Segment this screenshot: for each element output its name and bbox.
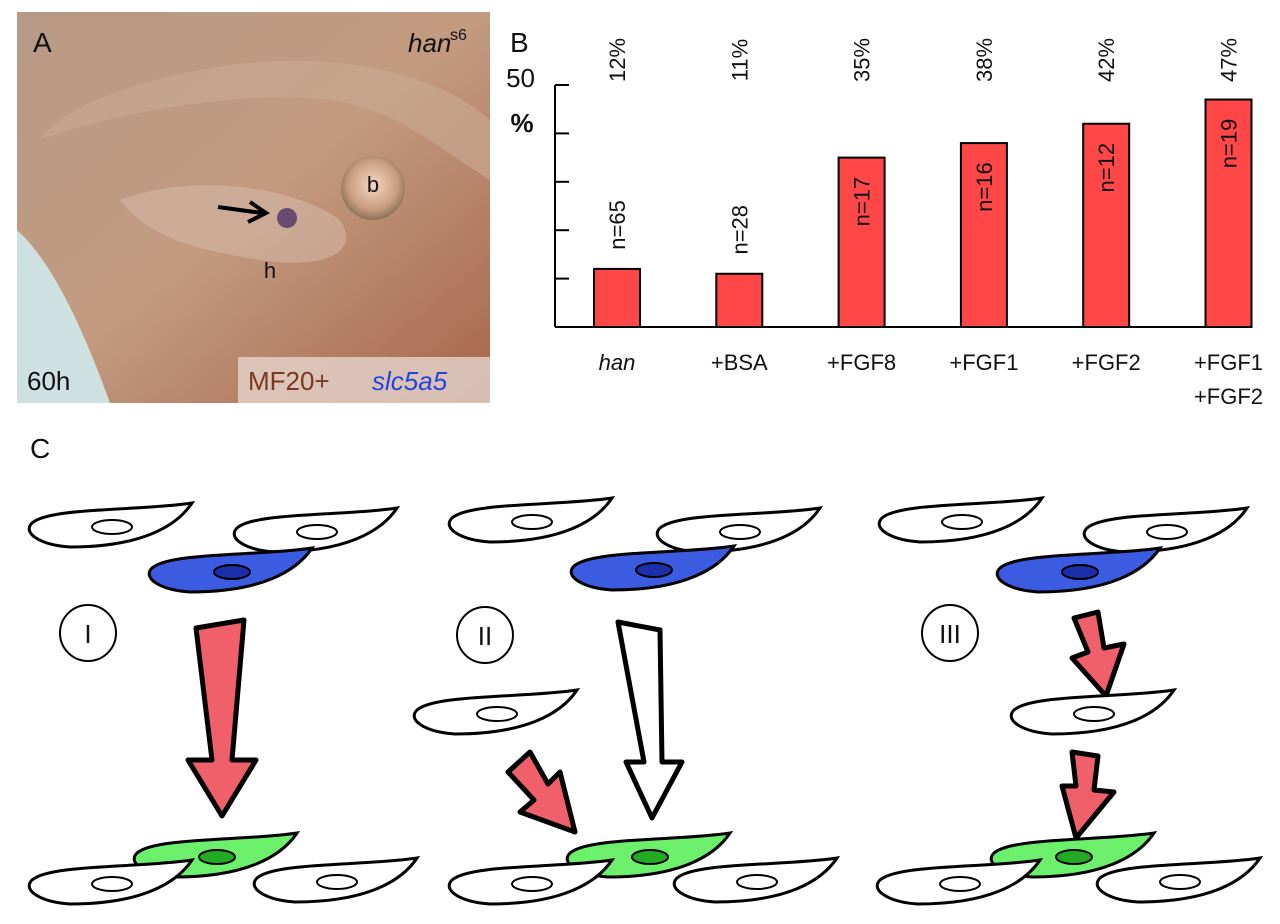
cell xyxy=(252,856,419,904)
nucleus xyxy=(511,876,553,892)
value-label: 42% xyxy=(1094,38,1119,82)
arrow-red xyxy=(185,617,259,819)
panel-label: C xyxy=(30,433,50,464)
y-axis-label: % xyxy=(510,108,533,138)
x-tick-label: +FGF2 xyxy=(1072,350,1141,375)
arrow-red xyxy=(505,749,578,835)
background-region xyxy=(17,230,110,403)
nucleus xyxy=(736,874,778,890)
cell xyxy=(1095,856,1262,904)
model-circle xyxy=(59,604,117,662)
cell xyxy=(232,506,399,554)
panel-a: A han s6 b h 60h MF20+ slc5a5 xyxy=(17,12,490,403)
cell xyxy=(447,496,614,544)
bar-chart: B % 50 12% n=65 han 11% n=28 +BSA 35% n=17 +FGF8 3… xyxy=(506,27,1263,409)
panel-label: B xyxy=(510,27,529,58)
nucleus xyxy=(635,562,673,578)
time-label: 60h xyxy=(27,366,70,396)
y-tick-label: 50 xyxy=(506,63,535,93)
label-box xyxy=(238,357,490,403)
stain-label: slc5a5 xyxy=(372,366,448,396)
x-tick-label: +FGF8 xyxy=(827,350,896,375)
cell xyxy=(655,506,822,554)
cell xyxy=(412,688,579,736)
nucleus xyxy=(939,876,981,892)
nucleus xyxy=(476,706,518,722)
nucleus xyxy=(631,849,669,865)
bar xyxy=(593,267,641,329)
bar xyxy=(1082,122,1131,328)
bar xyxy=(837,156,886,328)
bar xyxy=(715,272,764,329)
cell xyxy=(877,496,1044,544)
nucleus xyxy=(91,519,133,535)
structure-label: b xyxy=(367,172,379,197)
cell xyxy=(1082,506,1249,554)
cell xyxy=(1009,688,1176,736)
arrow xyxy=(217,200,270,224)
model-2: II xyxy=(412,496,839,906)
n-label: n=16 xyxy=(972,162,997,212)
arrow-red xyxy=(1059,749,1117,841)
nucleus xyxy=(511,514,553,530)
allele-label: s6 xyxy=(450,27,467,44)
nucleus xyxy=(198,849,236,865)
cell xyxy=(672,856,839,904)
bar xyxy=(959,142,1008,328)
tissue xyxy=(120,185,347,263)
cell xyxy=(875,858,1042,906)
arrow-white xyxy=(615,619,685,821)
nucleus xyxy=(1073,706,1115,722)
model-label: I xyxy=(84,619,91,649)
value-label: 12% xyxy=(605,38,630,82)
ball-structure xyxy=(341,156,405,220)
nucleus xyxy=(941,514,983,530)
nucleus xyxy=(719,524,761,540)
model-label: III xyxy=(939,619,961,649)
model-3: III xyxy=(875,496,1262,906)
arrow-red xyxy=(1069,609,1127,699)
nucleus xyxy=(316,874,358,890)
n-label: n=65 xyxy=(605,200,630,250)
x-tick-label: +FGF1 xyxy=(949,350,1018,375)
x-tick-label: +FGF1 +FGF2 xyxy=(1194,350,1263,409)
n-label: n=12 xyxy=(1094,143,1119,193)
model-circle xyxy=(921,604,979,662)
value-label: 47% xyxy=(1217,38,1242,82)
x-tick-label: han xyxy=(599,350,636,375)
model-1: I xyxy=(27,501,419,906)
tissue xyxy=(40,60,490,180)
value-label: 35% xyxy=(850,38,875,82)
cell xyxy=(27,501,194,549)
nucleus xyxy=(1061,564,1099,580)
n-label: n=28 xyxy=(727,205,752,255)
stain-label: MF20+ xyxy=(248,366,330,396)
x-tick-label: +BSA xyxy=(711,350,768,375)
model-label: II xyxy=(478,621,492,651)
gene-label: han xyxy=(408,28,451,58)
panel-label: A xyxy=(33,27,52,58)
bar xyxy=(1204,98,1253,328)
nucleus xyxy=(296,524,338,540)
structure-label: h xyxy=(264,258,276,283)
nucleus xyxy=(213,564,251,580)
nucleus xyxy=(1146,524,1188,540)
cell xyxy=(447,858,614,906)
nucleus xyxy=(91,876,133,892)
stain-spot xyxy=(277,208,297,228)
value-label: 38% xyxy=(972,38,997,82)
nucleus xyxy=(1055,849,1093,865)
n-label: n=19 xyxy=(1217,119,1242,169)
nucleus xyxy=(1159,874,1201,890)
panel-c: C I II xyxy=(27,433,1262,906)
value-label: 11% xyxy=(727,39,752,81)
model-circle xyxy=(456,606,514,664)
n-label: n=17 xyxy=(850,177,875,227)
cell xyxy=(27,858,194,906)
